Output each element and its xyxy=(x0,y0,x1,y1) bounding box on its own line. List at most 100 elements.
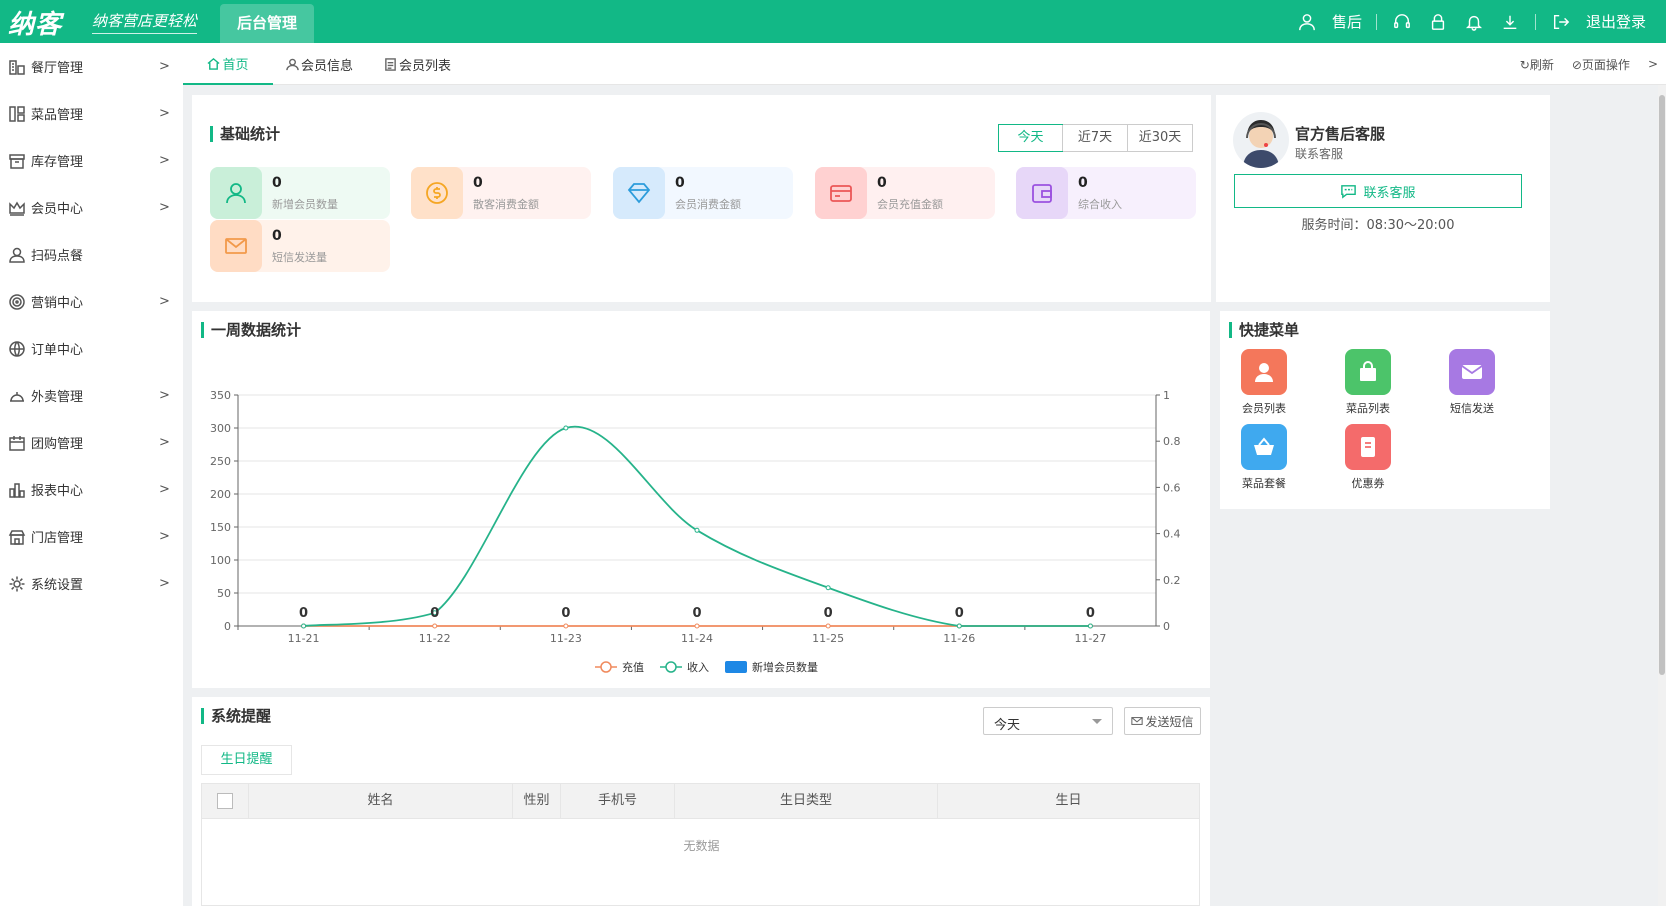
download-icon[interactable] xyxy=(1499,11,1521,33)
data-label: 0 xyxy=(299,606,308,621)
tab-member-list[interactable]: 会员列表 xyxy=(384,43,451,85)
after-sales-link[interactable]: 售后 xyxy=(1331,13,1362,31)
section-title: 快捷菜单 xyxy=(1229,322,1299,338)
sidebar-item-label: 订单中心 xyxy=(31,343,84,358)
quick-menu-label: 菜品列表 xyxy=(1346,402,1390,415)
column-header[interactable]: 手机号 xyxy=(560,784,674,818)
quick-menu-item[interactable]: 菜品列表 xyxy=(1328,349,1408,416)
date-select[interactable]: 今天 xyxy=(983,707,1113,735)
quick-menu-item[interactable]: 优惠券 xyxy=(1328,424,1408,491)
stat-card[interactable]: 0 短信发送量 xyxy=(210,220,390,272)
select-all-cell xyxy=(202,784,248,818)
sidebar-item-reports[interactable]: 报表中心 > xyxy=(0,466,183,513)
sidebar-item-delivery[interactable]: 外卖管理 > xyxy=(0,372,183,419)
column-header[interactable]: 生日类型 xyxy=(674,784,937,818)
admin-tab[interactable]: 后台管理 xyxy=(220,4,314,43)
legend-swatch xyxy=(600,661,612,673)
data-point xyxy=(825,623,831,629)
chevron-right-icon: > xyxy=(159,576,170,591)
legend-swatch xyxy=(725,661,747,673)
data-label: 0 xyxy=(1086,606,1095,621)
tab-member-info[interactable]: 会员信息 xyxy=(286,43,353,85)
range-7-days[interactable]: 近7天 xyxy=(1062,125,1127,151)
quick-menu-item[interactable]: 会员列表 xyxy=(1224,349,1304,416)
globe-icon xyxy=(8,340,26,358)
tab-home[interactable]: 首页 xyxy=(183,43,273,85)
sidebar-item-scan-order[interactable]: 扫码点餐 xyxy=(0,231,183,278)
stat-value: 0 xyxy=(877,175,887,191)
section-title: 一周数据统计 xyxy=(201,322,301,338)
section-title: 系统提醒 xyxy=(201,708,271,724)
card-icon xyxy=(815,167,867,219)
stat-card[interactable]: 0 综合收入 xyxy=(1016,167,1196,219)
headset-icon[interactable] xyxy=(1391,11,1413,33)
logout-icon[interactable] xyxy=(1550,11,1572,33)
contact-service-button[interactable]: 联系客服 xyxy=(1234,174,1522,208)
delivery-icon xyxy=(8,387,26,405)
sidebar-item-orders[interactable]: 订单中心 xyxy=(0,325,183,372)
chevron-right-icon: > xyxy=(159,59,170,74)
stat-value: 0 xyxy=(675,175,685,191)
stat-card[interactable]: 0 新增会员数量 xyxy=(210,167,390,219)
select-all-checkbox[interactable] xyxy=(217,793,233,809)
page-ops-button[interactable]: ⊘页面操作 xyxy=(1572,56,1630,73)
target-icon xyxy=(8,293,26,311)
weekly-chart: 0 50 100 150 200 250 300 350 0 0.2 0.4 0.6 0.8 1 11-21… xyxy=(210,389,1181,674)
quick-menu-item[interactable]: 菜品套餐 xyxy=(1224,424,1304,491)
sidebar-item-store[interactable]: 门店管理 > xyxy=(0,513,183,560)
section-title: 基础统计 xyxy=(210,126,280,142)
refresh-button[interactable]: ↻刷新 xyxy=(1520,56,1554,73)
stat-card[interactable]: 0 会员消费金额 xyxy=(613,167,793,219)
gear-icon xyxy=(8,575,26,593)
calendar-icon xyxy=(8,434,26,452)
y-right-tick-label: 0.6 xyxy=(1163,481,1181,494)
divider xyxy=(1534,13,1536,30)
quick-menu-item[interactable]: 短信发送 xyxy=(1432,349,1512,416)
caret-down-icon xyxy=(1092,719,1102,724)
chevron-right-icon: > xyxy=(159,482,170,497)
sidebar-item-inventory[interactable]: 库存管理 > xyxy=(0,137,183,184)
legend-label: 充值 xyxy=(622,660,644,674)
sidebar-item-restaurant[interactable]: 餐厅管理 > xyxy=(0,43,183,90)
column-header[interactable]: 性别 xyxy=(512,784,560,818)
chevron-right-icon: > xyxy=(159,529,170,544)
tab-birthday-reminder[interactable]: 生日提醒 xyxy=(201,745,292,775)
data-label: 0 xyxy=(824,606,833,621)
sidebar: 餐厅管理 > 菜品管理 > 库存管理 > 会员中心 > 扫码点餐 营销中心 > … xyxy=(0,43,183,906)
data-point xyxy=(825,585,831,591)
logout-link[interactable]: 退出登录 xyxy=(1585,13,1646,31)
report-icon xyxy=(8,481,26,499)
data-point xyxy=(694,623,700,629)
y-left-tick-label: 200 xyxy=(210,488,231,501)
send-sms-button[interactable]: 发送短信 xyxy=(1124,707,1201,735)
sidebar-item-group-buy[interactable]: 团购管理 > xyxy=(0,419,183,466)
range-today[interactable]: 今天 xyxy=(998,124,1063,152)
column-header[interactable]: 生日 xyxy=(937,784,1199,818)
scrollbar-thumb[interactable] xyxy=(1659,95,1665,675)
tab-bar: 首页 会员信息 会员列表 ↻刷新 ⊘页面操作 > xyxy=(183,43,1666,85)
stat-card[interactable]: 0 会员充值金额 xyxy=(815,167,995,219)
stat-card[interactable]: 0 散客消费金额 xyxy=(411,167,591,219)
mail-icon xyxy=(1131,717,1144,725)
date-range-toggle: 今天 近7天 近30天 xyxy=(998,124,1193,152)
chevron-right-icon[interactable]: > xyxy=(1647,57,1658,71)
lock-icon[interactable] xyxy=(1427,11,1449,33)
sidebar-item-dishes[interactable]: 菜品管理 > xyxy=(0,90,183,137)
sidebar-item-settings[interactable]: 系统设置 > xyxy=(0,560,183,607)
user-icon[interactable] xyxy=(1296,11,1318,33)
y-right-tick-label: 0.8 xyxy=(1163,435,1181,448)
stat-label: 散客消费金额 xyxy=(473,198,539,211)
data-point xyxy=(956,623,962,629)
bell-icon[interactable] xyxy=(1463,11,1485,33)
column-header[interactable]: 姓名 xyxy=(248,784,512,818)
wallet-icon xyxy=(1016,167,1068,219)
range-30-days[interactable]: 近30天 xyxy=(1127,125,1192,151)
table-header: 姓名 性别 手机号 生日类型 生日 xyxy=(201,783,1200,819)
y-left-tick-label: 100 xyxy=(210,554,231,567)
chevron-right-icon: > xyxy=(159,388,170,403)
sidebar-item-marketing[interactable]: 营销中心 > xyxy=(0,278,183,325)
y-left-tick-label: 300 xyxy=(210,422,231,435)
y-left-tick-label: 250 xyxy=(210,455,231,468)
chevron-right-icon: > xyxy=(159,106,170,121)
sidebar-item-member[interactable]: 会员中心 > xyxy=(0,184,183,231)
